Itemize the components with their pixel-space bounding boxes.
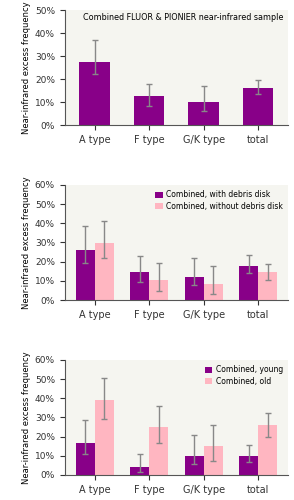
Y-axis label: Near-infrared excess frequency: Near-infrared excess frequency: [22, 351, 31, 484]
Bar: [130, 272, 149, 300]
Legend: Combined, young, Combined, old: Combined, young, Combined, old: [203, 364, 284, 387]
Bar: [243, 88, 273, 125]
Bar: [188, 102, 219, 125]
Bar: [204, 446, 223, 475]
Bar: [134, 96, 164, 125]
Bar: [239, 266, 258, 300]
Bar: [149, 280, 168, 300]
Bar: [76, 444, 95, 475]
Bar: [204, 284, 223, 300]
Legend: Combined, with debris disk, Combined, without debris disk: Combined, with debris disk, Combined, wi…: [154, 189, 284, 212]
Bar: [95, 244, 114, 300]
Bar: [130, 468, 149, 475]
Y-axis label: Near-infrared excess frequency: Near-infrared excess frequency: [22, 176, 31, 309]
Bar: [76, 250, 95, 300]
Y-axis label: Near-infrared excess frequency: Near-infrared excess frequency: [22, 1, 31, 134]
Bar: [185, 277, 204, 300]
Bar: [258, 425, 277, 475]
Bar: [185, 456, 204, 475]
Bar: [258, 272, 277, 300]
Text: Combined FLUOR & PIONIER near-infrared sample: Combined FLUOR & PIONIER near-infrared s…: [83, 14, 284, 22]
Bar: [149, 427, 168, 475]
Bar: [79, 62, 110, 125]
Bar: [95, 400, 114, 475]
Bar: [239, 456, 258, 475]
